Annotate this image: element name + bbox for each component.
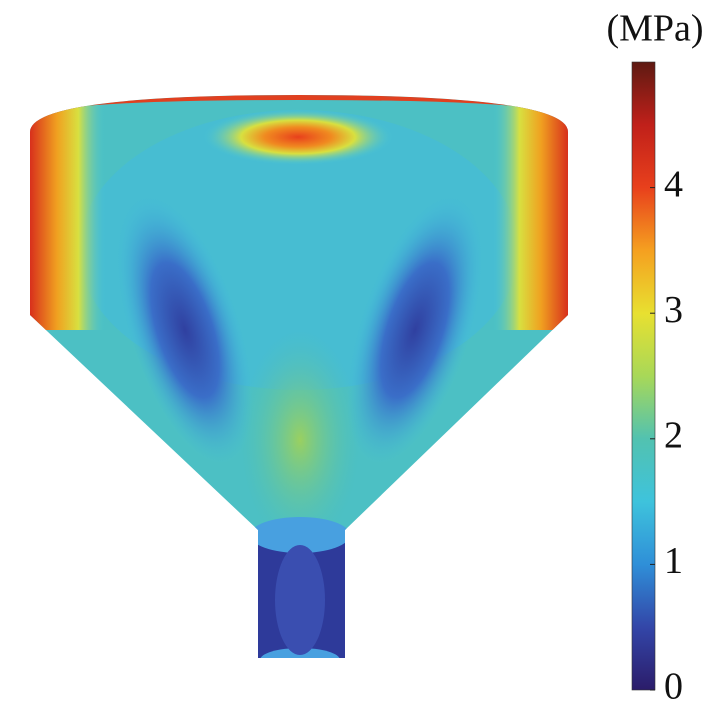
- colorbar-scale: [631, 61, 656, 691]
- colorbar-tick-label: 1: [664, 540, 683, 582]
- colorbar-label: (MPa): [606, 8, 703, 50]
- colorbar-tick-label: 3: [664, 289, 683, 331]
- colorbar-tick-label: 4: [664, 163, 683, 205]
- colorbar: (MPa) 0 1 2 3 4: [606, 8, 703, 708]
- colorbar-tick-label: 2: [664, 415, 683, 457]
- stress-field: [30, 95, 568, 658]
- colorbar-tick-label: 0: [664, 666, 683, 708]
